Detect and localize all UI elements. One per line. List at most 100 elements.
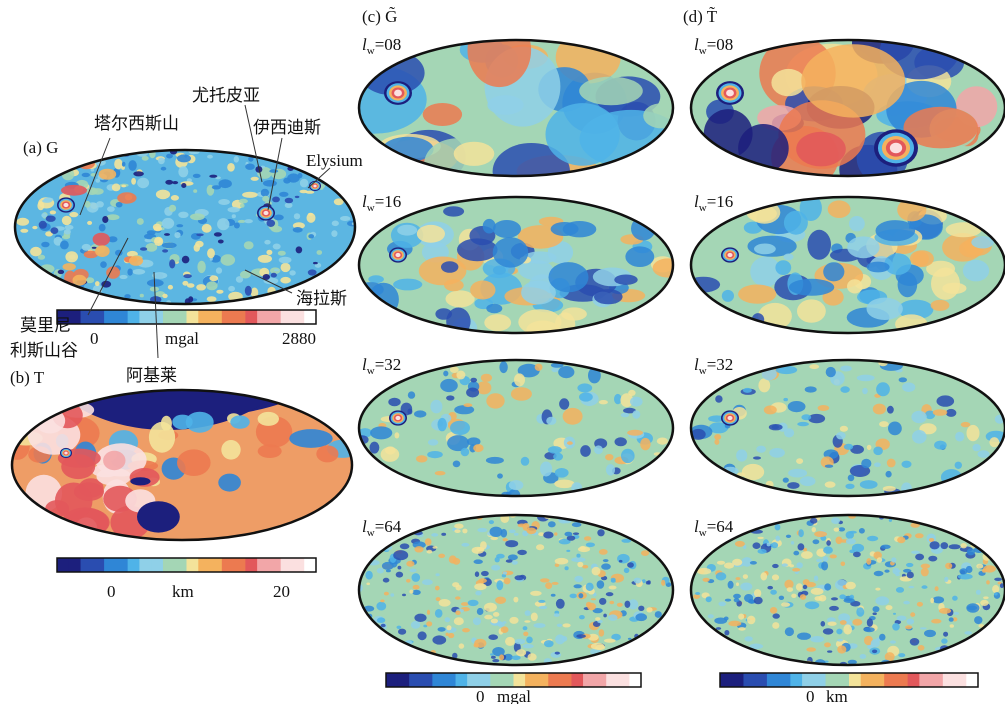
map-feature xyxy=(789,564,794,567)
colorbar-step xyxy=(872,673,884,687)
colorbar-step xyxy=(606,673,618,687)
map-feature xyxy=(262,196,269,202)
map-feature xyxy=(579,392,593,401)
colorbar-step xyxy=(234,310,246,324)
map-feature xyxy=(611,579,616,582)
map-feature xyxy=(149,422,175,453)
map-feature xyxy=(17,218,30,226)
map-feature xyxy=(128,160,136,171)
colorbar-step xyxy=(514,673,526,687)
map-feature xyxy=(491,619,498,624)
map-feature xyxy=(796,458,803,464)
map-feature xyxy=(162,249,168,252)
map-feature xyxy=(939,608,951,614)
map-feature xyxy=(553,453,563,461)
map-feature xyxy=(828,622,837,626)
map-feature xyxy=(788,469,807,478)
map-feature xyxy=(911,551,920,554)
map-feature xyxy=(221,440,240,460)
map-feature xyxy=(459,643,465,648)
map-feature xyxy=(949,544,961,549)
map-feature xyxy=(801,551,813,559)
map-feature xyxy=(830,554,837,558)
map-feature xyxy=(798,543,805,550)
colorbar-step xyxy=(175,310,187,324)
map-feature xyxy=(296,246,303,253)
map-feature xyxy=(628,638,632,640)
map-feature xyxy=(121,185,126,188)
map-feature xyxy=(95,281,100,286)
colorbar-tick-label: 20 xyxy=(273,582,290,601)
map-feature xyxy=(565,566,569,570)
colorbar-step xyxy=(198,310,210,324)
map-feature xyxy=(716,627,721,630)
map-feature xyxy=(890,640,896,643)
map-feature xyxy=(853,619,863,626)
colorbar-step xyxy=(421,673,433,687)
map-feature xyxy=(810,636,824,642)
map-feature xyxy=(834,528,840,532)
map-feature xyxy=(171,195,179,201)
map-feature xyxy=(446,308,470,336)
map-feature xyxy=(41,242,49,248)
map-feature xyxy=(50,210,56,214)
map-feature xyxy=(876,220,916,241)
map-feature xyxy=(490,527,503,537)
map-feature xyxy=(137,501,180,532)
map-feature xyxy=(162,218,174,229)
map-feature xyxy=(486,304,502,313)
map-feature xyxy=(758,549,767,554)
colorbar-step xyxy=(618,673,630,687)
map-feature xyxy=(831,597,838,600)
annotation: 伊西迪斯 xyxy=(253,118,321,137)
map-feature xyxy=(513,597,518,603)
map-feature xyxy=(967,425,980,441)
map-feature xyxy=(417,225,445,243)
map-feature xyxy=(119,275,127,279)
map-feature xyxy=(228,286,235,292)
map-feature xyxy=(384,592,389,596)
colorbar-step xyxy=(151,558,163,572)
map-feature xyxy=(154,226,162,231)
map xyxy=(691,22,1005,194)
colorbar-step xyxy=(304,558,316,572)
map-feature xyxy=(182,256,190,264)
map-feature xyxy=(693,594,700,599)
map-feature xyxy=(563,623,571,627)
map-feature xyxy=(826,367,836,377)
map-feature xyxy=(941,542,949,549)
map-feature xyxy=(278,251,286,256)
map-feature xyxy=(498,622,505,627)
map-feature xyxy=(796,132,846,167)
map-feature xyxy=(756,446,766,453)
map-feature xyxy=(873,606,880,612)
map-feature xyxy=(548,521,556,527)
map-feature xyxy=(879,421,889,427)
map-feature xyxy=(454,617,464,625)
map-feature xyxy=(930,598,934,604)
map-feature xyxy=(964,631,972,635)
map-feature xyxy=(438,418,447,431)
map-feature xyxy=(509,529,516,533)
map-feature xyxy=(556,599,565,609)
map-feature xyxy=(313,262,318,264)
map-feature xyxy=(182,281,188,286)
map-feature xyxy=(861,459,871,468)
colorbar-step xyxy=(537,673,549,687)
map-feature xyxy=(934,441,947,450)
window-label: lw=08 xyxy=(694,35,733,57)
map-feature xyxy=(158,158,165,165)
map-feature xyxy=(738,285,776,304)
map-feature xyxy=(396,572,403,578)
colorbar-step xyxy=(409,673,421,687)
colorbar-step xyxy=(386,673,398,687)
colorbar-step xyxy=(814,673,826,687)
map-feature xyxy=(488,634,498,640)
map-feature xyxy=(196,233,204,236)
map-feature xyxy=(567,441,573,445)
map-feature xyxy=(891,557,896,562)
map-feature xyxy=(240,203,245,207)
map-feature xyxy=(935,586,939,591)
map-feature xyxy=(966,566,973,573)
map-feature xyxy=(107,206,115,212)
